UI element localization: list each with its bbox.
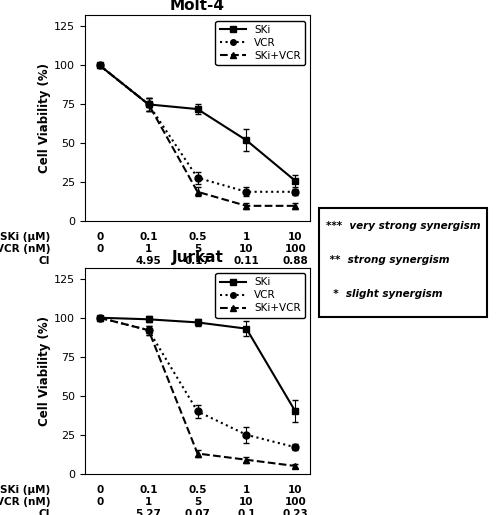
Text: CI: CI bbox=[38, 256, 50, 266]
Text: 0.1: 0.1 bbox=[237, 509, 256, 515]
Text: 1: 1 bbox=[145, 244, 152, 254]
Text: 0.07: 0.07 bbox=[184, 509, 210, 515]
Text: 1: 1 bbox=[145, 496, 152, 507]
Y-axis label: Cell Viability (%): Cell Viability (%) bbox=[38, 316, 52, 426]
Text: 0.88: 0.88 bbox=[282, 256, 308, 266]
Text: 100: 100 bbox=[284, 496, 306, 507]
Text: 0: 0 bbox=[96, 496, 104, 507]
Title: Jurkat: Jurkat bbox=[172, 250, 224, 265]
Legend: SKi, VCR, SKi+VCR: SKi, VCR, SKi+VCR bbox=[216, 273, 305, 318]
Text: 100: 100 bbox=[284, 244, 306, 254]
Text: ***  very strong synergism: *** very strong synergism bbox=[326, 221, 480, 231]
Text: SKi (μM): SKi (μM) bbox=[0, 485, 50, 494]
Text: *  slight synergism: * slight synergism bbox=[326, 289, 442, 299]
Text: 0.1: 0.1 bbox=[140, 232, 158, 242]
Text: 1: 1 bbox=[243, 232, 250, 242]
Text: *: * bbox=[292, 268, 298, 281]
Title: Molt-4: Molt-4 bbox=[170, 0, 225, 13]
Text: **  strong synergism: ** strong synergism bbox=[326, 255, 449, 265]
Text: 0: 0 bbox=[96, 232, 104, 242]
Text: 5: 5 bbox=[194, 496, 201, 507]
Text: **: ** bbox=[191, 268, 204, 281]
Text: CI: CI bbox=[38, 509, 50, 515]
Text: 0.5: 0.5 bbox=[188, 485, 207, 494]
Text: 0: 0 bbox=[96, 244, 104, 254]
Y-axis label: Cell Viability (%): Cell Viability (%) bbox=[38, 63, 52, 174]
Text: VCR (nM): VCR (nM) bbox=[0, 496, 50, 507]
Text: 0.11: 0.11 bbox=[234, 256, 260, 266]
Text: 4.95: 4.95 bbox=[136, 256, 162, 266]
Text: 10: 10 bbox=[239, 244, 254, 254]
Text: 0.5: 0.5 bbox=[188, 232, 207, 242]
Text: 0: 0 bbox=[96, 485, 104, 494]
Legend: SKi, VCR, SKi+VCR: SKi, VCR, SKi+VCR bbox=[216, 21, 305, 65]
Text: VCR (nM): VCR (nM) bbox=[0, 244, 50, 254]
Text: 0.17: 0.17 bbox=[184, 256, 210, 266]
Text: **: ** bbox=[240, 268, 252, 281]
Text: 10: 10 bbox=[288, 485, 302, 494]
Text: 0.23: 0.23 bbox=[282, 509, 308, 515]
Text: 5.27: 5.27 bbox=[136, 509, 162, 515]
Text: 0.1: 0.1 bbox=[140, 485, 158, 494]
Text: 1: 1 bbox=[243, 485, 250, 494]
Text: SKi (μM): SKi (μM) bbox=[0, 232, 50, 242]
Text: 10: 10 bbox=[288, 232, 302, 242]
Text: 10: 10 bbox=[239, 496, 254, 507]
Text: 5: 5 bbox=[194, 244, 201, 254]
